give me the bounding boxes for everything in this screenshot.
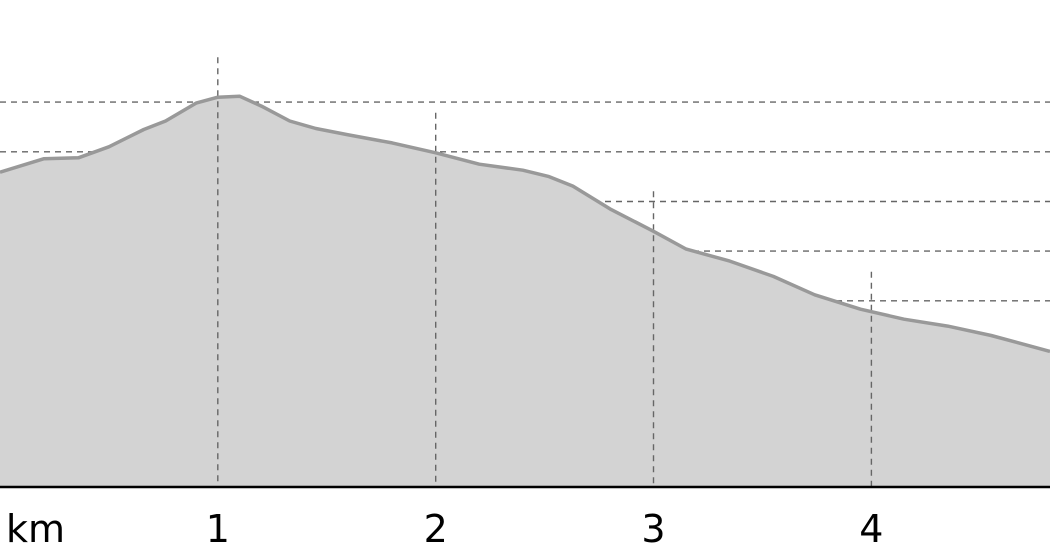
elevation-profile-line: [0, 94, 1050, 354]
x-tick-label: 2: [424, 507, 448, 551]
x-tick-label: 4: [859, 507, 883, 551]
x-tick-label: 1: [206, 507, 230, 551]
vertical-gridlines: [217, 57, 873, 487]
elevation-area: [0, 96, 1050, 487]
x-tick-labels: km 1 2 3 4: [6, 507, 883, 551]
x-tick-label: 3: [641, 507, 665, 551]
x-unit-label: km: [6, 507, 65, 551]
